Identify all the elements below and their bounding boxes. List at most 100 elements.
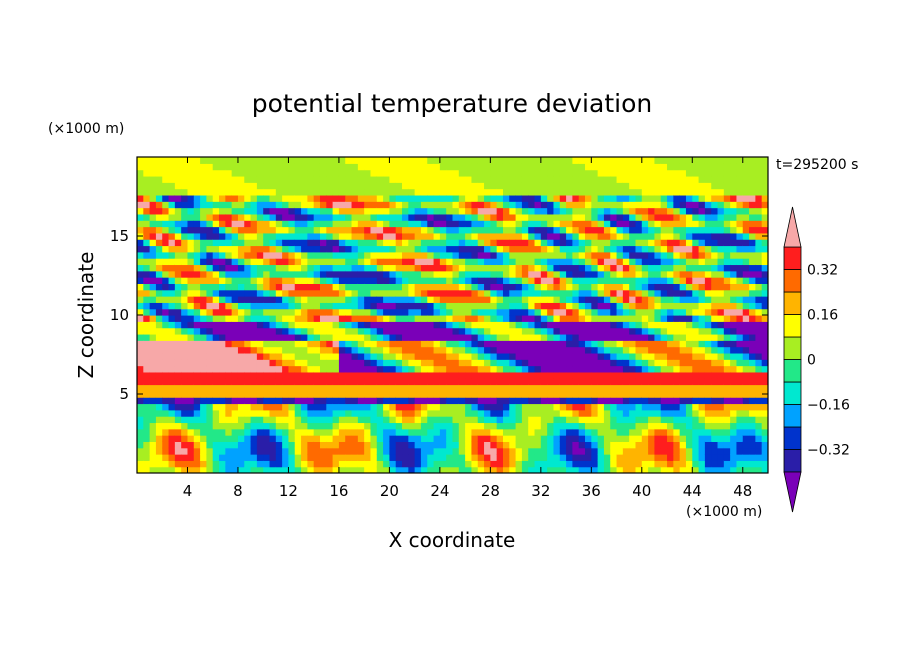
contour-cell (357, 327, 365, 335)
contour-cell (294, 390, 302, 398)
contour-cell (629, 207, 637, 215)
contour-cell (288, 447, 296, 455)
contour-cell (351, 264, 359, 272)
contour-cell (313, 175, 321, 183)
contour-cell (250, 333, 258, 341)
contour-cell (256, 422, 264, 430)
contour-cell (364, 371, 372, 379)
contour-cell (168, 169, 176, 177)
contour-cell (162, 232, 170, 240)
contour-cell (528, 289, 536, 297)
contour-cell (427, 175, 435, 183)
contour-cell (376, 428, 384, 436)
contour-cell (338, 352, 346, 360)
contour-cell (730, 365, 738, 373)
contour-cell (730, 422, 738, 430)
contour-cell (439, 308, 447, 316)
contour-cell (685, 460, 693, 468)
contour-cell (282, 428, 290, 436)
contour-cell (559, 422, 567, 430)
contour-cell (219, 340, 226, 348)
contour-cell (427, 321, 435, 329)
contour-cell (685, 175, 693, 183)
contour-cell (408, 207, 416, 215)
contour-cell (622, 245, 630, 253)
contour-cell (540, 258, 548, 266)
contour-cell (193, 321, 201, 329)
contour-cell (301, 264, 308, 272)
contour-cell (345, 302, 353, 310)
contour-cell (338, 239, 346, 247)
contour-cell (237, 346, 245, 354)
contour-cell (667, 466, 674, 473)
contour-cell (225, 422, 233, 430)
contour-cell (717, 416, 725, 424)
contour-cell (282, 422, 290, 430)
contour-cell (439, 232, 447, 240)
contour-cell (509, 346, 517, 354)
contour-cell (521, 226, 529, 234)
contour-cell (345, 403, 353, 411)
contour-cell (603, 428, 611, 436)
contour-cell (250, 232, 258, 240)
contour-cell (212, 371, 220, 379)
contour-cell (717, 365, 725, 373)
contour-cell (332, 359, 340, 367)
contour-cell (439, 163, 447, 171)
contour-cell (673, 194, 681, 202)
contour-cell (692, 359, 700, 367)
contour-cell (332, 188, 340, 196)
contour-cell (427, 264, 435, 272)
contour-cell (301, 441, 308, 449)
contour-cell (357, 245, 365, 253)
contour-cell (742, 346, 750, 354)
contour-cell (496, 277, 504, 284)
contour-cell (288, 175, 296, 183)
contour-cell (143, 447, 151, 455)
contour-cell (749, 460, 756, 468)
contour-cell (357, 201, 365, 209)
contour-cell (206, 466, 214, 473)
contour-cell (603, 201, 611, 209)
contour-cell (641, 188, 649, 196)
contour-cell (667, 390, 674, 398)
contour-cell (237, 327, 245, 335)
contour-cell (578, 403, 586, 411)
contour-cell (704, 194, 712, 202)
contour-cell (269, 239, 277, 247)
contour-cell (711, 182, 719, 190)
contour-cell (755, 220, 763, 228)
contour-cell (553, 315, 561, 322)
contour-cell (502, 466, 510, 473)
contour-cell (370, 201, 378, 209)
contour-cell (395, 435, 403, 442)
contour-cell (420, 460, 428, 468)
contour-cell (433, 371, 441, 379)
contour-cell (616, 346, 624, 354)
contour-cell (471, 460, 479, 468)
contour-cell (749, 251, 756, 259)
contour-cell (282, 378, 290, 386)
contour-cell (742, 245, 750, 253)
contour-cell (288, 232, 296, 240)
contour-cell (143, 251, 151, 259)
contour-cell (294, 220, 302, 228)
contour-cell (692, 390, 700, 398)
contour-cell (547, 359, 555, 367)
contour-cell (231, 333, 239, 341)
contour-cell (717, 346, 725, 354)
contour-cell (206, 169, 214, 177)
contour-cell (553, 428, 561, 436)
contour-cell (521, 251, 529, 259)
contour-cell (168, 220, 176, 228)
contour-cell (288, 296, 296, 303)
contour-cell (648, 422, 656, 430)
contour-cell (521, 289, 529, 297)
contour-cell (458, 270, 466, 278)
contour-cell (484, 264, 491, 272)
contour-cell (338, 390, 346, 398)
contour-cell (319, 327, 327, 335)
contour-cell (572, 441, 580, 449)
contour-cell (301, 378, 308, 386)
contour-cell (660, 378, 668, 386)
